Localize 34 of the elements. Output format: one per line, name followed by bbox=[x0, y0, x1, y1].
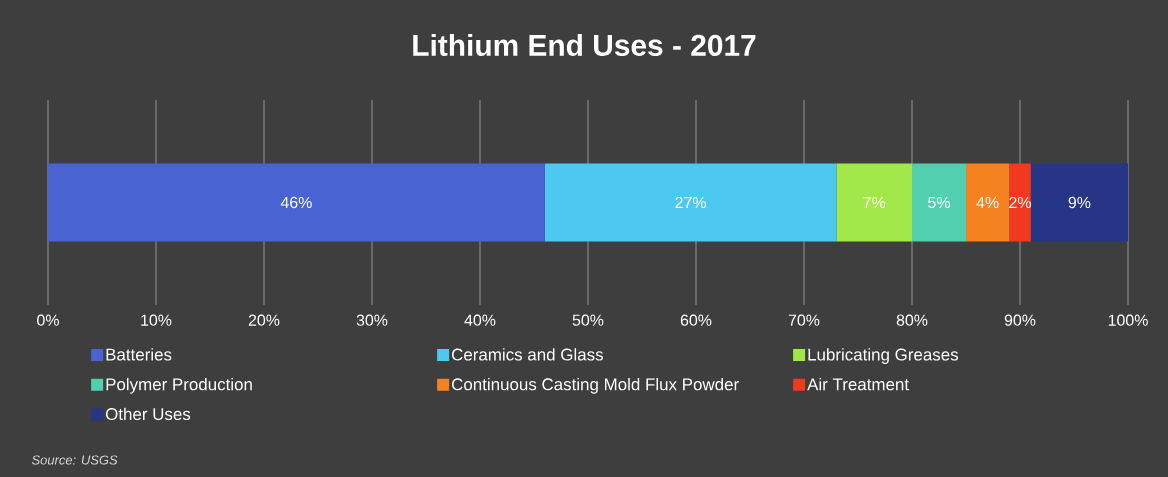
x-tick-label: 0% bbox=[37, 314, 59, 326]
bar bbox=[912, 163, 967, 242]
bar bbox=[836, 163, 913, 242]
x-tick-label: 60% bbox=[680, 314, 712, 326]
x-tick-label: 70% bbox=[788, 314, 820, 326]
legend-label: Polymer Production bbox=[106, 377, 252, 394]
bar bbox=[966, 163, 1010, 242]
data-label: 9% bbox=[1068, 196, 1091, 209]
bar bbox=[48, 163, 545, 242]
legend-label: Air Treatment bbox=[807, 377, 909, 391]
bar bbox=[1030, 163, 1129, 242]
data-label: 46% bbox=[280, 196, 312, 209]
x-tick-label: 20% bbox=[248, 314, 280, 326]
source-note: Source: USGS bbox=[31, 455, 118, 465]
bar bbox=[544, 163, 837, 242]
data-label: 27% bbox=[675, 196, 706, 209]
x-tick-label: 80% bbox=[896, 314, 928, 326]
legend-label: Other Uses bbox=[105, 407, 191, 421]
bar bbox=[1009, 163, 1031, 242]
x-tick-label: 10% bbox=[141, 314, 172, 326]
x-tick-label: 30% bbox=[356, 314, 388, 326]
x-tick-label: 90% bbox=[1004, 314, 1036, 326]
x-tick-label: 40% bbox=[464, 314, 496, 326]
data-label: 4% bbox=[976, 196, 999, 209]
legend-label: Lubricating Greases bbox=[808, 348, 959, 364]
legend-label: Continuous Casting Mold Flux Powder bbox=[451, 377, 739, 394]
chart-title: Lithium End Uses - 2017 bbox=[413, 34, 756, 56]
legend-label: Ceramics and Glass bbox=[451, 348, 603, 361]
x-tick-label: 50% bbox=[572, 314, 604, 326]
legend-label: Batteries bbox=[106, 348, 172, 361]
data-label: 2% bbox=[1009, 196, 1031, 209]
data-label: 5% bbox=[928, 196, 950, 209]
data-label: 7% bbox=[863, 196, 886, 209]
x-tick-label: 100% bbox=[1108, 314, 1148, 326]
